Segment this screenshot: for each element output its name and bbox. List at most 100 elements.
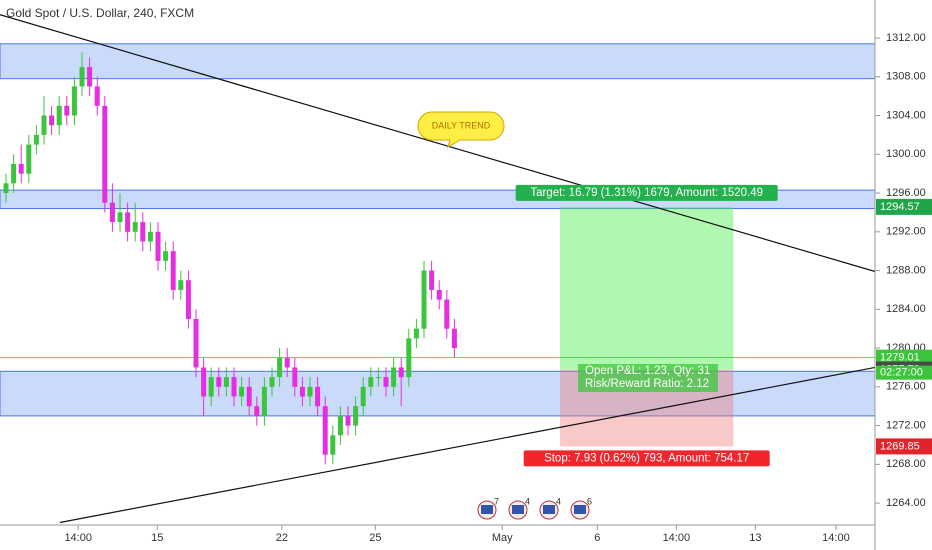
candle-body [163,251,169,261]
candle-body [307,386,313,397]
y-tick-label: 1268.00 [886,458,926,470]
candle-body [284,357,290,368]
candle-body [87,67,93,87]
candle-body [330,435,336,455]
price-axis [875,0,932,550]
position-label: Target: 16.79 (1.31%) 1679, Amount: 1520… [530,187,763,199]
event-count: 6 [587,496,592,506]
candle-body [79,67,85,87]
candle-body [345,415,351,426]
zone [0,43,876,80]
candle-body [125,212,131,232]
target-zone [560,206,734,370]
x-tick-label: 15 [151,532,163,544]
candle-body [398,367,404,378]
candle-body [201,367,207,397]
candle-body [368,377,374,387]
candle-body [18,163,24,174]
candle-body [140,222,146,242]
candle-body [436,289,442,300]
candle-body [239,386,245,397]
candle-body [155,231,161,261]
candle-body [102,105,108,203]
candle-body [94,86,100,106]
y-tick-label: 1288.00 [886,264,926,276]
candle-body [185,280,191,319]
x-tick-label: 25 [369,532,381,544]
position-label-box [515,184,778,201]
trend-line [0,14,876,273]
event-flag [543,505,555,514]
trend-line [59,366,876,524]
candle-body [421,270,427,329]
event-flag [574,505,586,514]
x-tick-label: 14:00 [64,532,92,544]
candle-body [315,386,321,407]
rr-label: Risk/Reward Ratio: 2.12 [585,378,709,390]
candle-body [132,222,138,232]
candle-body [208,377,214,397]
candle-body [254,406,260,416]
candle-body [383,377,389,387]
candle-body [56,105,62,126]
candle-body [64,105,70,116]
candle-body [246,386,252,407]
event-flag [481,505,493,514]
price-label-box [876,198,932,215]
candle-body [406,338,412,378]
position-label: Stop: 7.93 (0.62%) 793, Amount: 754.17 [544,452,749,464]
price-label: 1269.85 [880,440,920,452]
zone [0,370,876,417]
candle-body [444,299,450,329]
candle-body [231,377,237,397]
candle-body [322,406,328,455]
chart-title: Gold Spot / U.S. Dollar, 240, FXCM [6,6,194,20]
price-label: 1279.01 [880,352,920,364]
y-tick-label: 1292.00 [886,226,926,238]
callout [417,111,505,149]
candle-body [117,212,123,223]
x-tick-label: 6 [594,532,600,544]
candle-body [299,386,305,397]
event-count: 4 [525,496,530,506]
candle-body [147,231,153,242]
candle-body [451,328,457,349]
candle-body [429,270,435,290]
y-tick-label: 1296.00 [886,187,926,199]
position-label-box [523,450,770,467]
x-tick-label: 14:00 [663,532,691,544]
candle-body [391,367,397,387]
candle-body [360,386,366,407]
candle-body [413,328,419,339]
pnl-box [578,364,718,392]
candle-body [375,377,381,379]
candle-body [261,386,267,416]
y-tick-label: 1264.00 [886,497,926,509]
candle-body [109,202,115,223]
x-tick-label: 22 [276,532,288,544]
candle-body [49,115,55,126]
candle-body [33,134,39,145]
callout-text: DAILY TREND [432,120,491,130]
candle-body [178,280,184,290]
x-tick-label: 13 [749,532,761,544]
event-flag [512,505,524,514]
candle-body [170,251,176,290]
y-tick-label: 1312.00 [886,32,926,44]
y-tick-label: 1308.00 [886,71,926,83]
candle-body [353,406,359,426]
countdown: 02:27:00 [880,367,923,379]
candle-body [292,367,298,387]
y-tick-label: 1300.00 [886,148,926,160]
candle-body [216,377,222,387]
y-tick-label: 1284.00 [886,303,926,315]
candle-body [223,377,229,387]
candle-body [337,415,343,436]
price-label: 1294.57 [880,201,920,213]
x-tick-label: May [492,532,513,544]
y-tick-label: 1276.00 [886,381,926,393]
candle-body [71,86,77,116]
x-tick-label: 14:00 [822,532,850,544]
